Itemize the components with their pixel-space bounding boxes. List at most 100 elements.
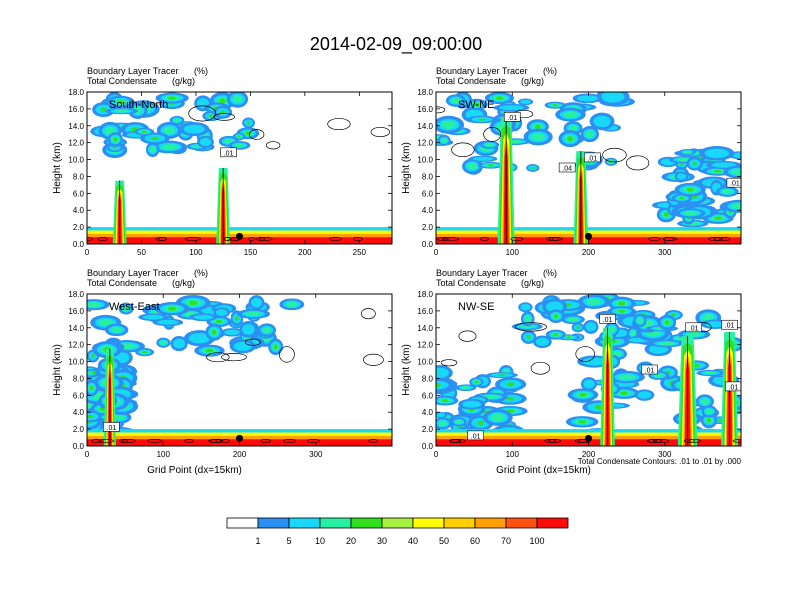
x-tick-label: 300 (658, 450, 672, 459)
condensate-contour (436, 237, 448, 241)
cloud-blob (578, 420, 587, 424)
y-tick-label: 16.0 (417, 105, 433, 114)
condensate-contour (479, 237, 490, 241)
colorbar-label: 20 (346, 536, 356, 546)
left-title-condensate: Total Condensate (87, 76, 157, 86)
cloud-blob (693, 364, 700, 368)
cloud-blob (654, 373, 664, 378)
left-title-tracer: Boundary Layer Tracer (87, 66, 179, 76)
cloud-blob (188, 300, 198, 306)
condensate-contour (442, 237, 460, 241)
y-tick-label: 8.0 (73, 374, 85, 383)
cloud-blob (451, 97, 461, 104)
cloud-blob (568, 125, 578, 132)
cloud-blob (242, 323, 255, 335)
cloud-blob (526, 335, 531, 340)
y-tick-label: 10.0 (417, 156, 433, 165)
cloud-blob (160, 340, 167, 345)
condensate-contour (283, 439, 297, 443)
condensate-contour (451, 142, 475, 158)
site-marker (236, 434, 243, 442)
colorbar: 1 5 10 20 30 40 50 60 70 100 (226, 517, 569, 546)
contour-label-box (558, 162, 576, 173)
condensate-contour (97, 237, 108, 241)
x-tick-label: 50 (137, 248, 146, 257)
cloud-blob (474, 380, 479, 384)
x-tick-label: 0 (85, 450, 90, 459)
condensate-contour (256, 237, 266, 241)
cloud-blob (683, 150, 692, 154)
cloud-blob (731, 203, 741, 210)
cloud-blob (531, 166, 535, 170)
x-tick-label: 0 (434, 248, 439, 257)
cloud-blob (237, 135, 241, 138)
condensate-contour (530, 361, 551, 375)
cloud-blob (630, 330, 637, 337)
cloud-blob (161, 144, 178, 150)
cloud-blob (593, 115, 611, 128)
cloud-blob (441, 138, 448, 143)
condensate-contour (259, 237, 273, 241)
condensate-contour (436, 106, 446, 114)
cloud-blob (286, 301, 298, 307)
cloud-blob (455, 419, 463, 424)
cloud-blob (87, 302, 101, 308)
left-title-tracer: Boundary Layer Tracer (436, 66, 528, 76)
y-tick-label: 2.0 (422, 223, 434, 232)
condensate-contour (352, 237, 363, 241)
cloud-blob (567, 317, 579, 322)
colorbar-swatch (288, 517, 321, 529)
cloud-blob (193, 314, 214, 320)
y-tick-label: 4.0 (73, 206, 85, 215)
cloud-blob (142, 314, 164, 320)
cloud-blob (157, 319, 179, 325)
cloud-blob (703, 371, 717, 375)
x-tick-label: 100 (157, 450, 171, 459)
y-tick-label: 16.0 (417, 307, 433, 316)
cloud-blob (498, 105, 524, 111)
y-tick-label: 6.0 (422, 189, 434, 198)
cloud-blob (520, 303, 531, 311)
condensate-contour (249, 129, 265, 140)
cloud-blob (205, 348, 214, 353)
condensate-contour (213, 113, 235, 121)
cloud-blob (711, 162, 737, 168)
y-tick-label: 12.0 (417, 341, 433, 350)
contour-label-box (721, 319, 738, 330)
units-condensate: (g/kg) (172, 76, 195, 86)
plot-area: .01 .04 .01 .01 (436, 92, 741, 244)
colorbar-label: 1 (255, 536, 260, 546)
condensate-contour (221, 353, 247, 362)
condensate-contour (208, 439, 224, 443)
cloud-blob (173, 118, 181, 123)
cloud-blob (441, 120, 456, 129)
cloud-blob (618, 309, 626, 313)
condensate-contour (184, 439, 195, 443)
cloud-blob (586, 298, 601, 305)
cloud-blob (461, 386, 471, 390)
cloud-blob (209, 114, 214, 118)
units-tracer: (%) (543, 268, 557, 278)
left-title-condensate: Total Condensate (87, 278, 157, 288)
cloud-blob (679, 196, 685, 200)
condensate-contour (575, 346, 596, 362)
plot-area: .01 .01 .01 .01 .01 .01 (436, 294, 741, 446)
condensate-contour (663, 237, 675, 241)
condensate-contour (119, 439, 128, 443)
x-tick-label: 100 (506, 248, 520, 257)
x-tick-label: 300 (658, 248, 672, 257)
y-tick-label: 6.0 (422, 391, 434, 400)
condensate-contour (688, 439, 702, 443)
site-marker (236, 232, 243, 240)
contour-label-box (503, 112, 521, 122)
cloud-blob (705, 321, 725, 328)
cloud-blob (534, 124, 541, 129)
cloud-blob (620, 391, 628, 395)
y-tick-label: 8.0 (73, 172, 85, 181)
condensate-contour (248, 237, 256, 241)
plot-area: .01 (87, 92, 392, 244)
boundary-layer-band (87, 237, 392, 244)
left-title-condensate: Total Condensate (436, 278, 506, 288)
colorbar-swatch (412, 517, 445, 529)
y-axis-label: Height (km) (401, 344, 412, 396)
